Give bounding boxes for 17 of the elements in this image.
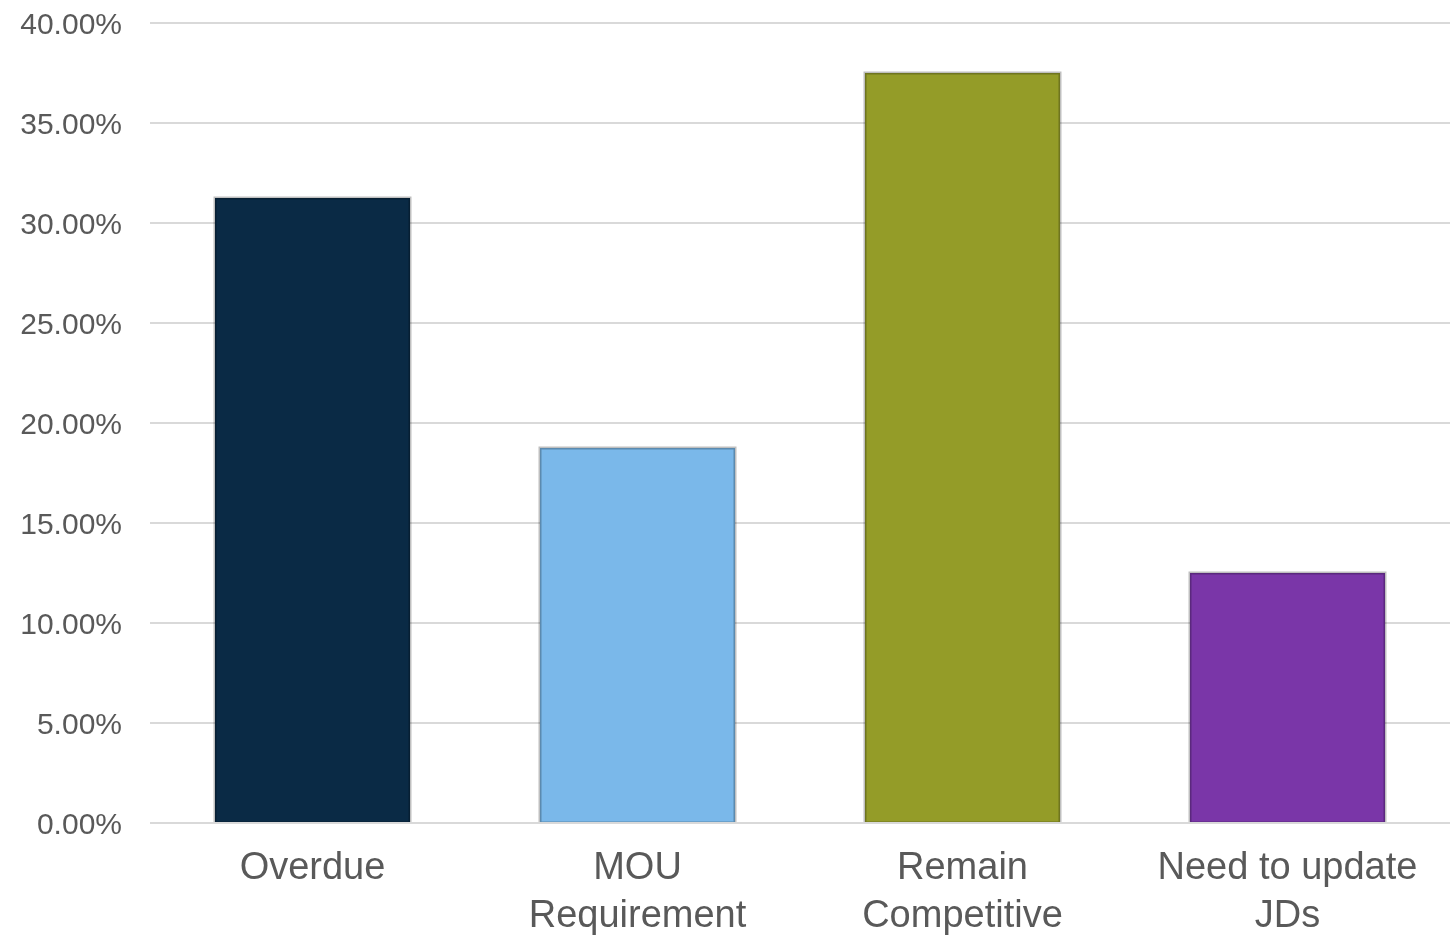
bar bbox=[213, 196, 412, 823]
x-tick-label: MOU Requirement bbox=[528, 845, 747, 935]
y-tick-label: 25.00% bbox=[20, 306, 122, 340]
bar bbox=[538, 446, 737, 823]
x-tick-label: Overdue bbox=[239, 845, 386, 887]
bar bbox=[1188, 571, 1387, 823]
y-tick-label: 10.00% bbox=[20, 606, 122, 640]
y-tick-label: 15.00% bbox=[20, 506, 122, 540]
y-tick-label: 5.00% bbox=[36, 706, 122, 740]
y-tick-label: 30.00% bbox=[20, 206, 122, 240]
x-tick-label: Need to update JDs bbox=[1157, 845, 1418, 935]
x-tick-label: Remain Competitive bbox=[862, 845, 1063, 935]
y-tick-label: 40.00% bbox=[20, 6, 122, 40]
bar bbox=[863, 71, 1062, 823]
y-tick-label: 20.00% bbox=[20, 406, 122, 440]
y-tick-label: 0.00% bbox=[36, 806, 122, 840]
y-tick-label: 35.00% bbox=[20, 106, 122, 140]
